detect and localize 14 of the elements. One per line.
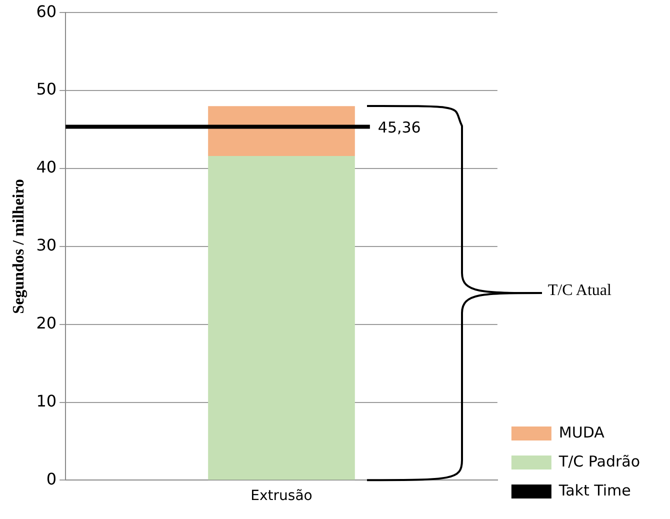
y-tick-label: 20 — [36, 313, 57, 332]
legend-label: Takt Time — [558, 481, 631, 500]
y-tick-label: 10 — [36, 391, 57, 410]
annotation: 45,36 — [378, 118, 421, 137]
y-tick-label: 30 — [36, 236, 57, 255]
y-tick-label: 60 — [36, 2, 57, 21]
legend-label: MUDA — [558, 423, 606, 442]
y-tick-label: 50 — [36, 80, 57, 99]
x-tick-label: Extrusão — [250, 488, 312, 504]
y-tick-label: 0 — [46, 469, 57, 488]
y-tick-label: 40 — [36, 158, 57, 177]
text: T/C Atual — [548, 282, 612, 300]
y-axis-title: Segundos / milheiro — [10, 178, 28, 314]
legend-label: T/C Padrão — [558, 452, 640, 470]
